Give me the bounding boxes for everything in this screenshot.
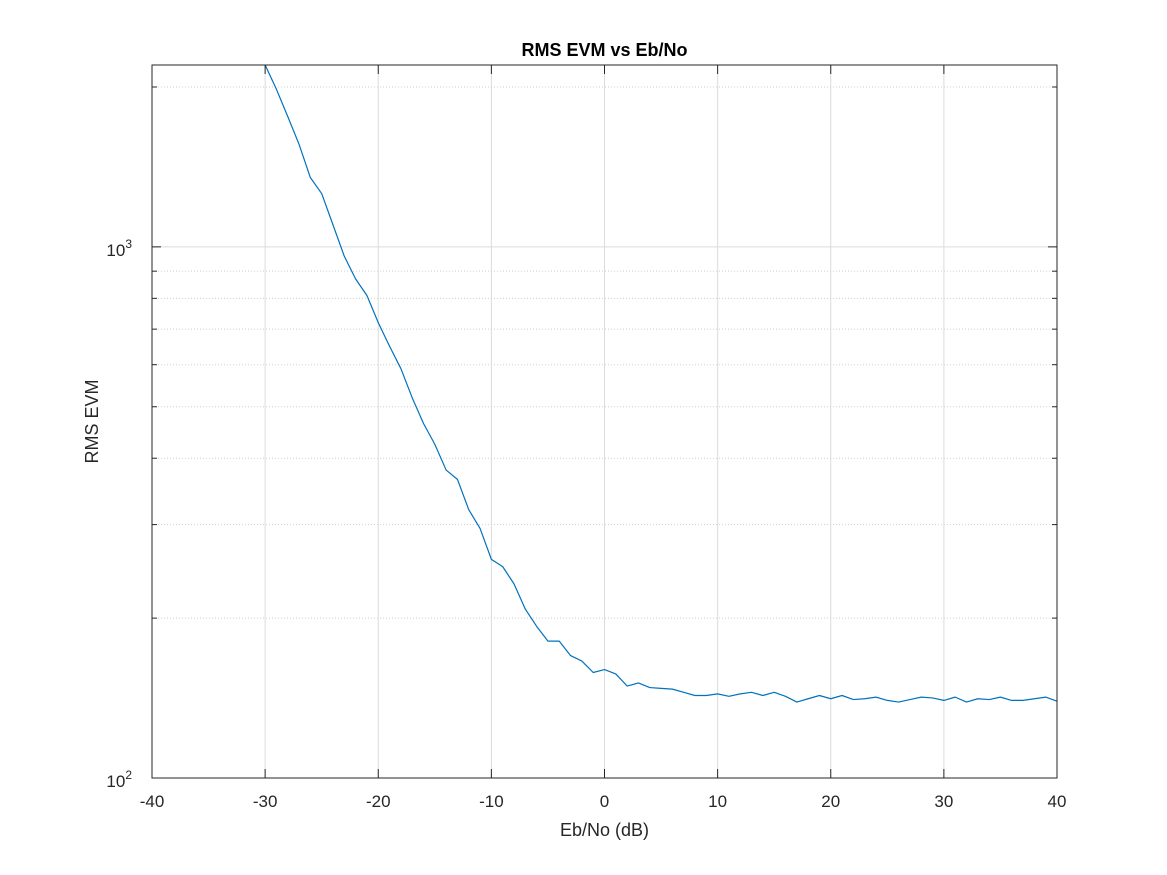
chart-title: RMS EVM vs Eb/No: [521, 40, 687, 60]
x-tick-label: 30: [934, 792, 953, 811]
series-layer: [264, 64, 1058, 703]
axis-ticks: -40 -30 -20 -10 0 10 20 30 40 102 103: [106, 65, 1066, 811]
x-tick-label: -40: [140, 792, 165, 811]
x-tick-label: -10: [479, 792, 504, 811]
x-tick-label: 10: [708, 792, 727, 811]
series-line: [264, 64, 1058, 703]
x-tick-label: -20: [366, 792, 391, 811]
grid: [152, 65, 1057, 778]
x-tick-label: 40: [1048, 792, 1067, 811]
y-tick-label: 102: [106, 768, 132, 791]
x-axis-label: Eb/No (dB): [560, 820, 649, 840]
x-tick-label: 0: [600, 792, 609, 811]
x-tick-label: -30: [253, 792, 278, 811]
x-tick-label: 20: [821, 792, 840, 811]
y-tick-label: 103: [106, 237, 132, 260]
y-axis-label: RMS EVM: [82, 379, 102, 463]
